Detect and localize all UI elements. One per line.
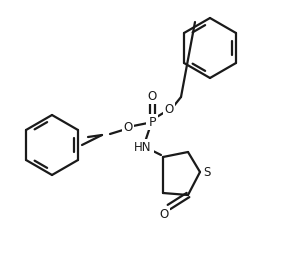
Text: P: P bbox=[148, 116, 156, 128]
Text: O: O bbox=[123, 120, 133, 133]
Text: S: S bbox=[203, 166, 211, 178]
Text: O: O bbox=[147, 90, 157, 103]
Text: O: O bbox=[164, 103, 174, 116]
Text: HN: HN bbox=[134, 140, 152, 154]
Text: O: O bbox=[159, 208, 169, 221]
